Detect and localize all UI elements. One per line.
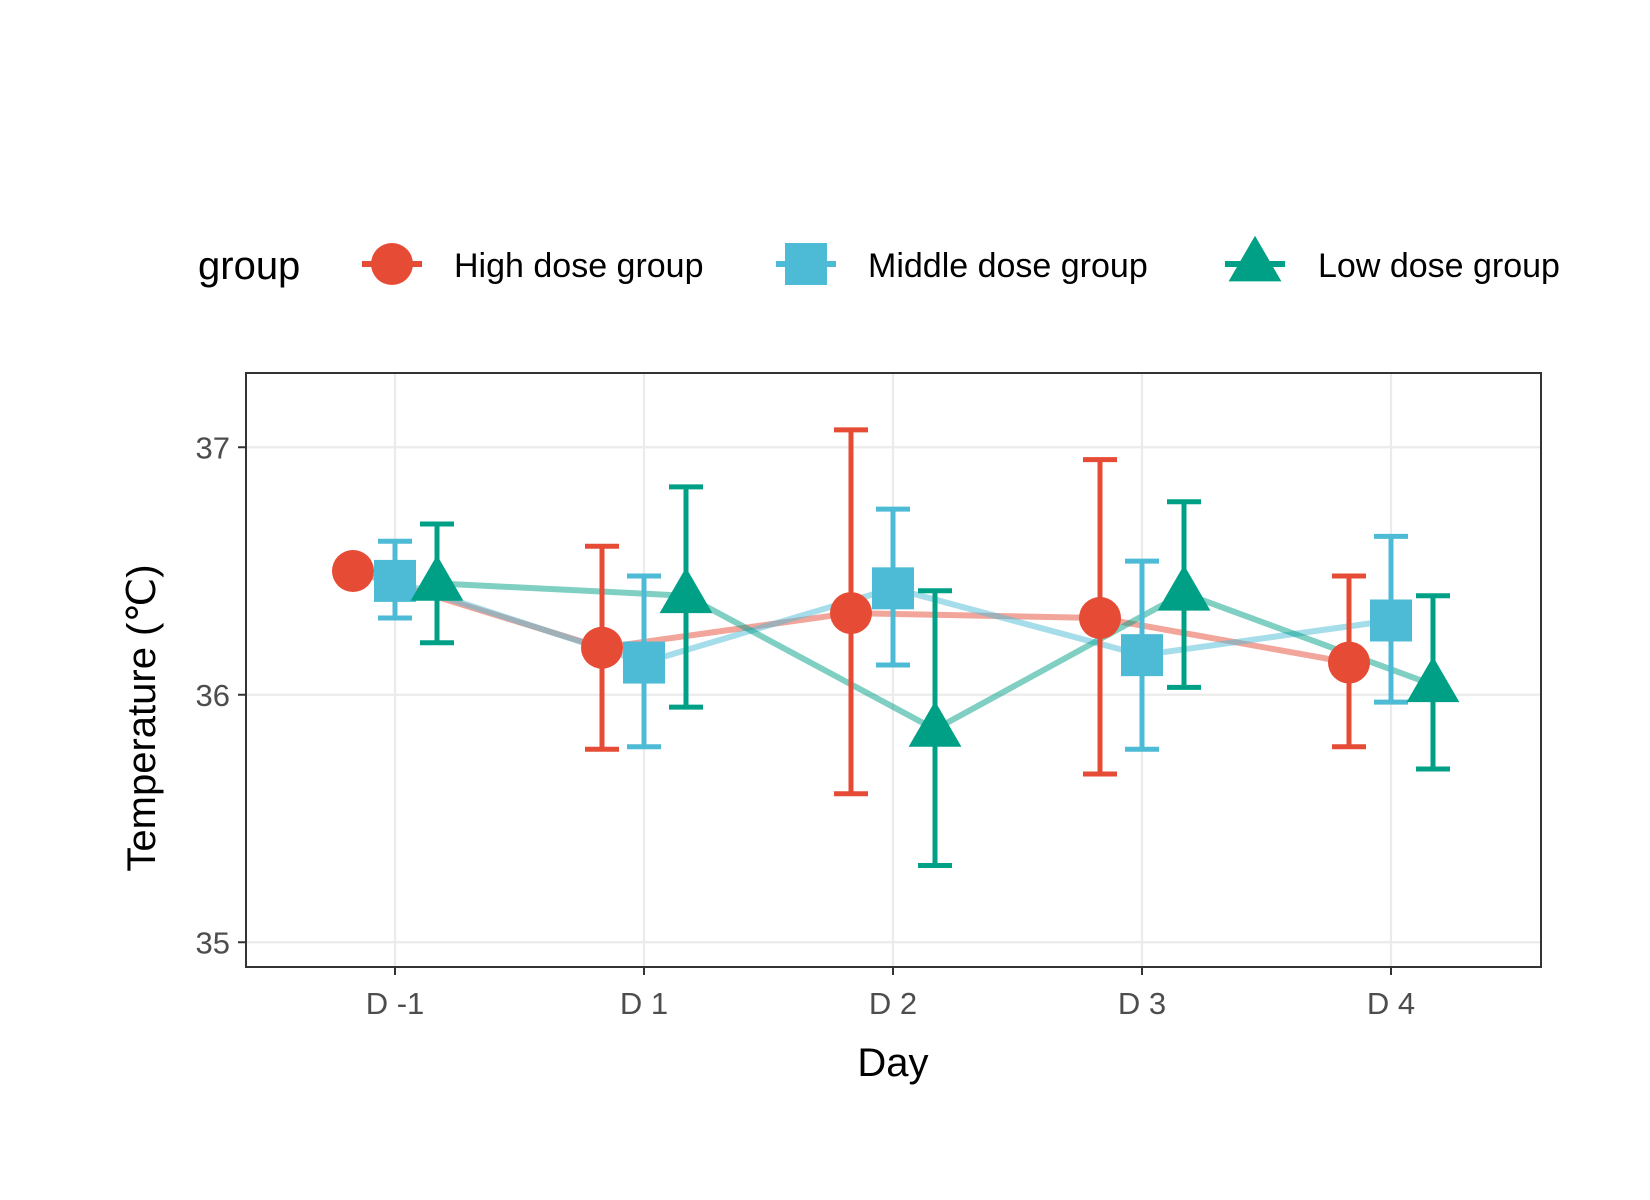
y-tick-label-36: 36 (196, 678, 230, 713)
middle-dose-group-point (1370, 599, 1412, 642)
high-dose-group-point (1079, 597, 1121, 640)
x-tick-label-d-2: D 2 (869, 986, 917, 1021)
series-error-bars (378, 427, 1450, 869)
legend-label-low-dose-group: Low dose group (1318, 247, 1560, 285)
legend-key-marker-middle-dose-group (785, 243, 827, 285)
low-dose-group-point (908, 701, 962, 747)
legend-label-high-dose-group: High dose group (454, 247, 704, 285)
low-dose-group-point (1157, 565, 1211, 611)
x-axis-title: Day (857, 1041, 928, 1085)
x-tick-label-d-1: D -1 (366, 986, 425, 1021)
y-tick-label-35: 35 (196, 925, 230, 960)
x-axis: D -1 D 1 D 2 D 3 D 4 (366, 967, 1415, 1021)
middle-dose-group-point (1121, 634, 1163, 677)
y-tick-label-37: 37 (196, 430, 230, 465)
legend: group High dose group Middle dose group Lo… (198, 235, 1560, 288)
legend-item-low-dose-group: Low dose group (1225, 235, 1560, 285)
series-points (332, 550, 1460, 747)
middle-dose-group-point (374, 559, 416, 602)
high-dose-group-point (332, 550, 374, 592)
legend-key-marker-high-dose-group (371, 243, 413, 285)
low-dose-group-point (410, 555, 464, 601)
high-dose-group-point (830, 592, 872, 635)
y-axis-title: Temperature (℃) (120, 564, 164, 871)
legend-item-high-dose-group: High dose group (362, 243, 704, 285)
low-dose-group-point (1406, 656, 1460, 703)
high-dose-group-point (581, 626, 623, 669)
middle-dose-group-point (872, 567, 914, 610)
legend-item-middle-dose-group: Middle dose group (776, 243, 1148, 285)
y-axis: 35 36 37 (196, 430, 246, 960)
legend-key-marker-low-dose-group (1228, 235, 1282, 282)
x-tick-label-d-1: D 1 (620, 986, 668, 1021)
x-tick-label-d-4: D 4 (1367, 986, 1415, 1021)
high-dose-group-point (1328, 641, 1370, 684)
legend-label-middle-dose-group: Middle dose group (868, 247, 1148, 285)
legend-title: group (198, 244, 300, 288)
plot-area (245, 372, 1542, 968)
low-dose-group-point (659, 567, 713, 614)
x-tick-label-d-3: D 3 (1118, 986, 1166, 1021)
grid (246, 373, 1541, 967)
middle-dose-group-point (623, 641, 665, 684)
